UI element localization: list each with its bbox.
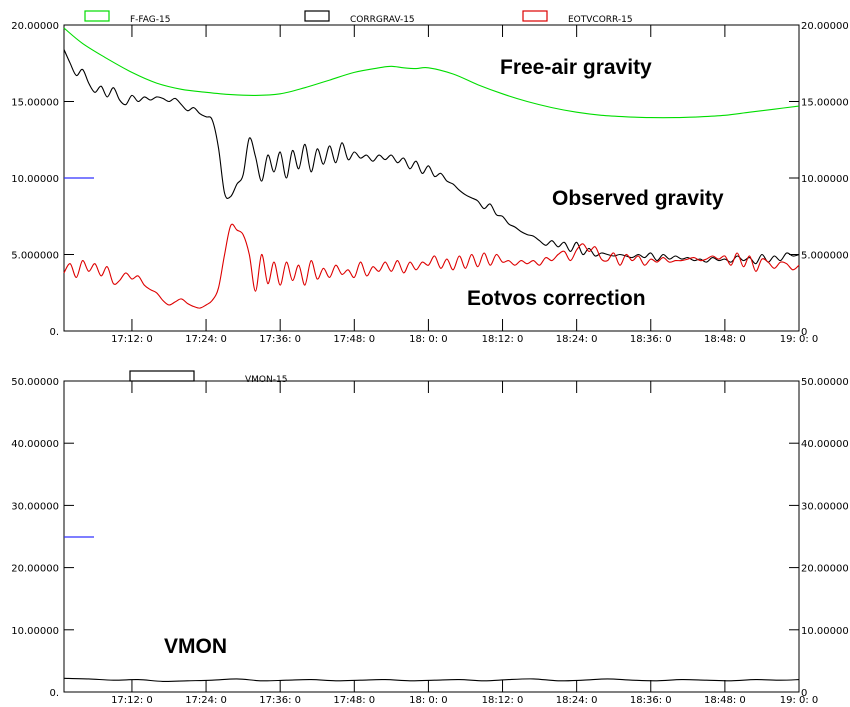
x-tick-label: 17:12: 0 [111, 334, 153, 345]
y-tick-label-right: 10.00000 [801, 626, 849, 637]
series-line-f-fag-15 [63, 27, 800, 119]
x-tick-label: 17:12: 0 [111, 695, 153, 706]
legend-label-eotvcorr: EOTVCORR-15 [568, 15, 633, 25]
panel-gravity: 17:12: 0 17:24: 0 17:36: 0 17:48: 0 18: 0: 0… [11, 10, 849, 345]
tick-group: 17:12: 0 17:24: 0 17:36: 0 17:48: 0 18: 0: 0… [11, 21, 848, 345]
y-tick-label-left: 50.00000 [11, 377, 59, 388]
x-tick-label: 18:24: 0 [556, 334, 598, 345]
y-tick-label-left: 30.00000 [11, 501, 59, 512]
series-line-corrgrav-15 [63, 49, 800, 265]
y-tick-label-left: 20.00000 [11, 564, 59, 575]
legend-label-ffag: F-FAG-15 [130, 15, 170, 25]
series-line-eotvcorr-15 [63, 223, 800, 309]
x-tick-label: 18: 0: 0 [409, 334, 448, 345]
x-tick-label: 19: 0: 0 [780, 695, 819, 706]
y-tick-label-left: 40.00000 [11, 439, 59, 450]
x-tick-label: 19: 0: 0 [780, 334, 819, 345]
x-tick-label: 18:24: 0 [556, 695, 598, 706]
x-tick-label: 17:48: 0 [333, 334, 375, 345]
y-tick-label-right: 0 [801, 688, 807, 699]
annotation-vmon: VMON [164, 635, 227, 658]
legend-label-vmon: VMON-15 [245, 375, 287, 385]
y-tick-label-left: 0. [49, 327, 59, 338]
plot-frame-gravity [63, 24, 800, 332]
y-tick-label-right: 0 [801, 327, 807, 338]
legend: VMON-15 [129, 370, 287, 385]
x-tick-label: 18:48: 0 [704, 334, 746, 345]
series-line-vmon-15 [63, 677, 800, 682]
legend-swatch-corrgrav [304, 10, 330, 22]
y-tick-label-right: 50.00000 [801, 377, 849, 388]
x-tick-label: 17:48: 0 [333, 695, 375, 706]
legend-swatch-ffag [84, 10, 110, 22]
y-tick-label-right: 5.000000 [801, 251, 849, 262]
x-tick-label: 17:36: 0 [259, 334, 301, 345]
legend-swatch-eotvcorr [522, 10, 548, 22]
y-tick-label-right: 30.00000 [801, 501, 849, 512]
y-tick-label-right: 40.00000 [801, 439, 849, 450]
legend-swatch-vmon [129, 370, 195, 382]
x-tick-label: 17:24: 0 [185, 695, 227, 706]
x-tick-label: 17:24: 0 [185, 334, 227, 345]
legend: F-FAG-15 CORRGRAV-15 EOTVCORR-15 [84, 10, 633, 25]
x-tick-label: 18:36: 0 [630, 334, 672, 345]
x-tick-label: 18:12: 0 [482, 334, 524, 345]
y-tick-label-right: 10.00000 [801, 174, 849, 185]
x-tick-label: 18:36: 0 [630, 695, 672, 706]
series-group [63, 677, 800, 682]
x-tick-label: 18:48: 0 [704, 695, 746, 706]
y-tick-label-left: 0. [49, 688, 59, 699]
tick-group: 17:12: 0 17:24: 0 17:36: 0 17:48: 0 18: 0: 0… [11, 377, 848, 706]
panel-vmon: 17:12: 0 17:24: 0 17:36: 0 17:48: 0 18: 0: 0… [11, 370, 849, 706]
y-tick-label-right: 20.00000 [801, 564, 849, 575]
x-tick-label: 18: 0: 0 [409, 695, 448, 706]
y-tick-label-right: 15.00000 [801, 98, 849, 109]
y-tick-label-right: 20.00000 [801, 21, 849, 32]
annotation-observed-gravity: Observed gravity [552, 187, 724, 210]
y-tick-label-left: 10.00000 [11, 626, 59, 637]
annotation-eotvos-correction: Eotvos correction [467, 287, 646, 310]
legend-label-corrgrav: CORRGRAV-15 [350, 15, 415, 25]
y-tick-label-left: 20.00000 [11, 21, 59, 32]
x-tick-label: 18:12: 0 [482, 695, 524, 706]
y-tick-label-left: 5.000000 [11, 251, 59, 262]
x-tick-label: 17:36: 0 [259, 695, 301, 706]
y-tick-label-left: 10.00000 [11, 174, 59, 185]
series-group [63, 27, 800, 309]
annotation-free-air-gravity: Free-air gravity [500, 56, 652, 79]
y-tick-label-left: 15.00000 [11, 98, 59, 109]
